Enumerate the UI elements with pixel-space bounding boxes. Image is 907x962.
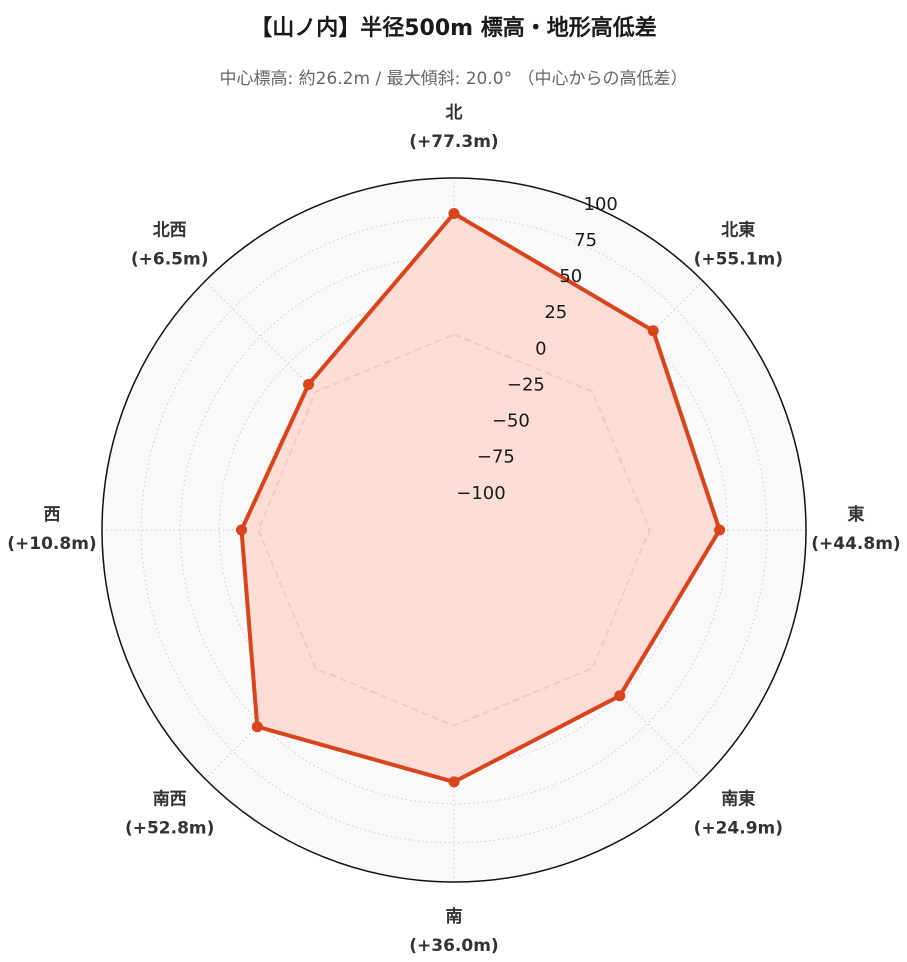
data-point-5 xyxy=(251,721,263,733)
direction-name-7: 北西 xyxy=(153,221,187,241)
data-series xyxy=(236,208,726,788)
radial-tick-label-3: −25 xyxy=(507,375,545,396)
radial-tick-label-5: 25 xyxy=(544,302,567,323)
radial-tick-label-8: 100 xyxy=(584,194,618,215)
data-point-0 xyxy=(448,208,460,219)
chart-subtitle: 中心標高: 約26.2m / 最大傾斜: 20.0° （中心からの高低差） xyxy=(219,69,688,89)
direction-value-2: (+44.8m) xyxy=(811,534,900,554)
direction-value-5: (+52.8m) xyxy=(125,818,214,838)
data-point-6 xyxy=(236,524,247,536)
radial-tick-label-2: −50 xyxy=(492,411,530,432)
grid-circle-6 xyxy=(179,255,729,805)
direction-value-3: (+24.9m) xyxy=(694,818,783,838)
polar-outline xyxy=(101,177,807,883)
direction-name-4: 南 xyxy=(446,906,463,927)
direction-name-6: 西 xyxy=(44,505,61,525)
data-point-4 xyxy=(448,776,460,788)
direction-name-5: 南西 xyxy=(153,788,187,809)
direction-value-4: (+36.0m) xyxy=(409,936,498,956)
data-point-1 xyxy=(647,325,659,337)
direction-value-0: (+77.3m) xyxy=(409,132,498,152)
direction-labels: 北 (+77.3m) 北東 (+55.1m) 東 (+44.8m) 南東 (+24.9m) 南 (… xyxy=(7,103,900,956)
direction-name-3: 南東 xyxy=(721,788,755,809)
radial-tick-label-4: 0 xyxy=(535,338,546,359)
radial-tick-label-1: −75 xyxy=(477,447,515,468)
direction-name-0: 北 xyxy=(446,103,463,123)
direction-name-1: 北東 xyxy=(721,220,755,241)
direction-value-6: (+10.8m) xyxy=(7,534,96,554)
radial-tick-label-6: 50 xyxy=(559,266,582,287)
radial-tick-labels: −100 −75 −50 −25 0 25 50 75 100 xyxy=(456,194,618,504)
series-fill-area xyxy=(241,213,720,782)
chart-title: 【山ノ内】半径500m 標高・地形高低差 xyxy=(250,16,657,41)
radial-tick-label-0: −100 xyxy=(456,483,505,504)
grid-circle-7 xyxy=(140,216,768,844)
data-point-2 xyxy=(714,524,726,536)
radial-tick-label-7: 75 xyxy=(574,230,597,251)
direction-value-1: (+55.1m) xyxy=(694,250,783,270)
direction-name-2: 東 xyxy=(848,504,865,525)
data-point-7 xyxy=(303,379,314,390)
data-point-3 xyxy=(614,690,626,702)
direction-value-7: (+6.5m) xyxy=(131,250,209,270)
